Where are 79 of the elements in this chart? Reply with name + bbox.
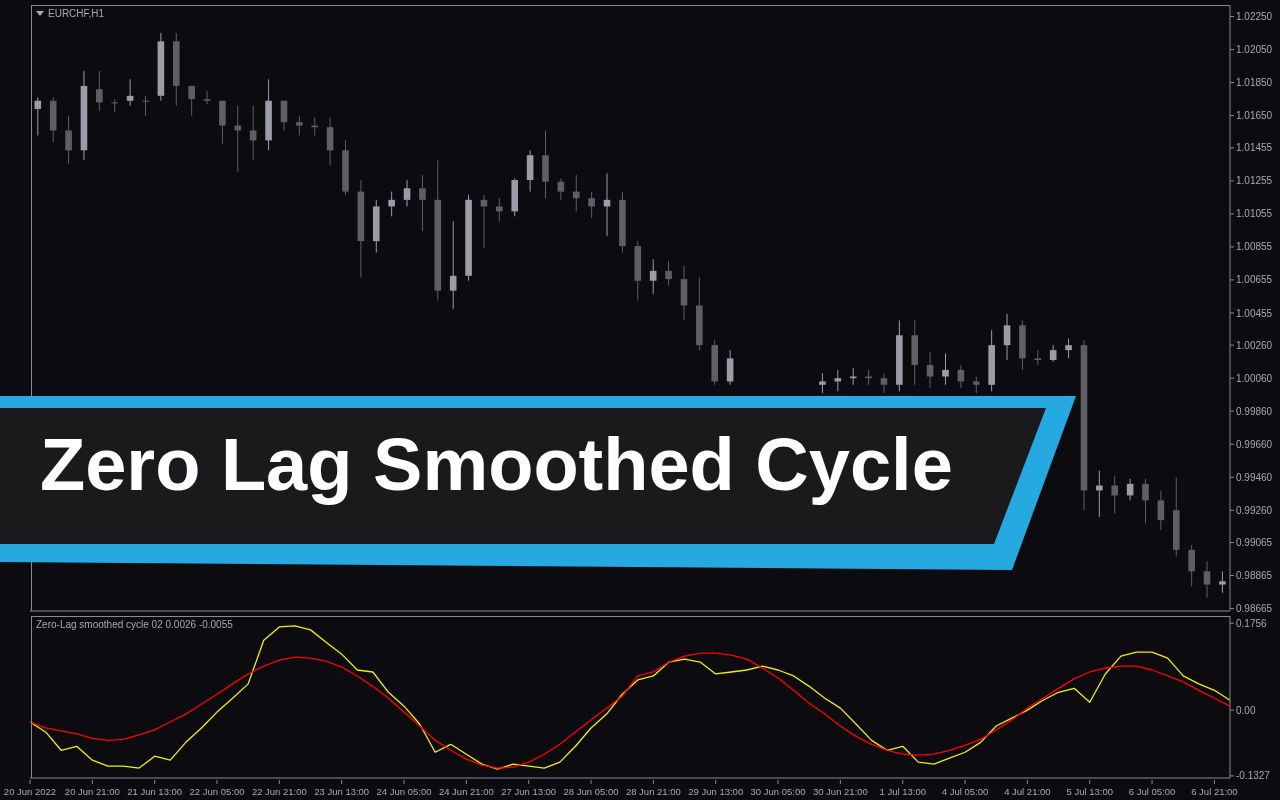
x-tick-label: 22 Jun 21:00: [251, 786, 307, 797]
candlestick: [96, 70, 103, 112]
y-tick-label: 1.00455: [1236, 307, 1273, 319]
candlestick: [326, 116, 334, 166]
x-tick-label: 28 Jun 05:00: [563, 786, 619, 797]
y-tick-label: 1.01850: [1236, 77, 1273, 89]
candlestick: [1065, 338, 1072, 359]
x-tick-label: 27 Jun 13:00: [501, 786, 557, 797]
x-tick-label: 24 Jun 05:00: [376, 786, 432, 797]
y-tick-label: 0.99065: [1236, 537, 1273, 549]
candlestick: [880, 372, 888, 394]
y-tick-label: 0.99260: [1236, 504, 1273, 516]
y-tick-label: 1.00260: [1236, 339, 1273, 351]
x-tick-label: 6 Jul 21:00: [1191, 786, 1238, 797]
x-tick-label: 30 Jun 21:00: [812, 786, 868, 797]
y-tick-label: 1.02250: [1236, 11, 1273, 23]
y-tick-label: 0.99660: [1236, 438, 1273, 450]
candlestick: [572, 174, 580, 212]
candlestick: [496, 197, 503, 222]
candlestick: [388, 191, 395, 217]
chart-title: Zero-Lag smoothed cycle 02 0.0026 -0.0055: [36, 619, 233, 630]
y-tick-label: 1.00060: [1236, 372, 1273, 384]
x-tick-label: 5 Jul 13:00: [1066, 786, 1113, 797]
y-tick-label: 1.01055: [1236, 208, 1273, 220]
candlestick: [188, 85, 195, 117]
x-tick-label: 30 Jun 05:00: [750, 786, 806, 797]
x-tick-label: 29 Jun 13:00: [688, 786, 744, 797]
candlestick: [1003, 313, 1011, 361]
candlestick: [403, 179, 411, 207]
candlestick: [65, 115, 72, 165]
y-tick-label: 0.99460: [1236, 471, 1273, 483]
y-tick-label: 0.98865: [1236, 570, 1273, 582]
x-tick-label: 22 Jun 05:00: [189, 786, 245, 797]
candlestick: [142, 95, 149, 117]
x-tick-label: 20 Jun 21:00: [64, 786, 120, 797]
candlestick: [126, 78, 134, 107]
y-tick-label: 0.99860: [1236, 405, 1273, 417]
candlestick: [249, 105, 257, 161]
candlestick: [1157, 489, 1165, 531]
x-tick-label: 4 Jul 05:00: [941, 786, 989, 797]
candlestick: [1219, 570, 1226, 594]
y-tick-label: 1.01650: [1236, 110, 1273, 122]
candlestick: [1203, 560, 1211, 599]
candlestick: [726, 349, 734, 386]
x-tick-label: 4 Jul 21:00: [1004, 786, 1051, 797]
candlestick: [111, 98, 119, 113]
candlestick: [926, 351, 934, 389]
candlestick: [557, 177, 565, 201]
line-series: [29, 652, 1231, 769]
chart-title: EURCHF,H1: [48, 8, 105, 19]
candlestick: [419, 174, 426, 232]
x-tick-label: 20 Jun 2022: [3, 786, 57, 797]
x-tick-label: 24 Jun 21:00: [438, 786, 494, 797]
candlestick: [296, 115, 303, 136]
y-tick-label: 0.00: [1236, 704, 1256, 716]
y-tick-label: 1.00655: [1236, 274, 1273, 286]
candlestick: [665, 260, 672, 287]
candlestick: [588, 191, 595, 219]
y-tick-label: 1.00855: [1236, 241, 1273, 253]
x-tick-label: 6 Jul 05:00: [1128, 786, 1176, 797]
y-tick-label: 1.02050: [1236, 44, 1273, 56]
candlestick: [649, 258, 657, 295]
candlestick: [449, 220, 457, 310]
candlestick: [1188, 544, 1195, 587]
x-tick-label: 1 Jul 13:00: [879, 786, 926, 797]
y-tick-label: 0.98665: [1236, 603, 1273, 615]
x-tick-label: 23 Jun 13:00: [314, 786, 370, 797]
candlestick: [942, 352, 949, 386]
y-tick-label: 1.01455: [1236, 142, 1273, 154]
annotation: Zero Lag Smoothed Cycle: [40, 422, 953, 508]
y-tick-label: 1.01255: [1236, 175, 1273, 187]
candlestick: [819, 372, 826, 394]
candlestick: [203, 90, 211, 105]
candlestick: [1111, 475, 1119, 515]
y-tick-label: -0.1327: [1236, 770, 1271, 782]
x-tick-label: 21 Jun 13:00: [127, 786, 183, 797]
candlestick: [1142, 478, 1149, 524]
x-tick-label: 28 Jun 21:00: [625, 786, 681, 797]
y-tick-label: 0.1756: [1236, 617, 1268, 629]
